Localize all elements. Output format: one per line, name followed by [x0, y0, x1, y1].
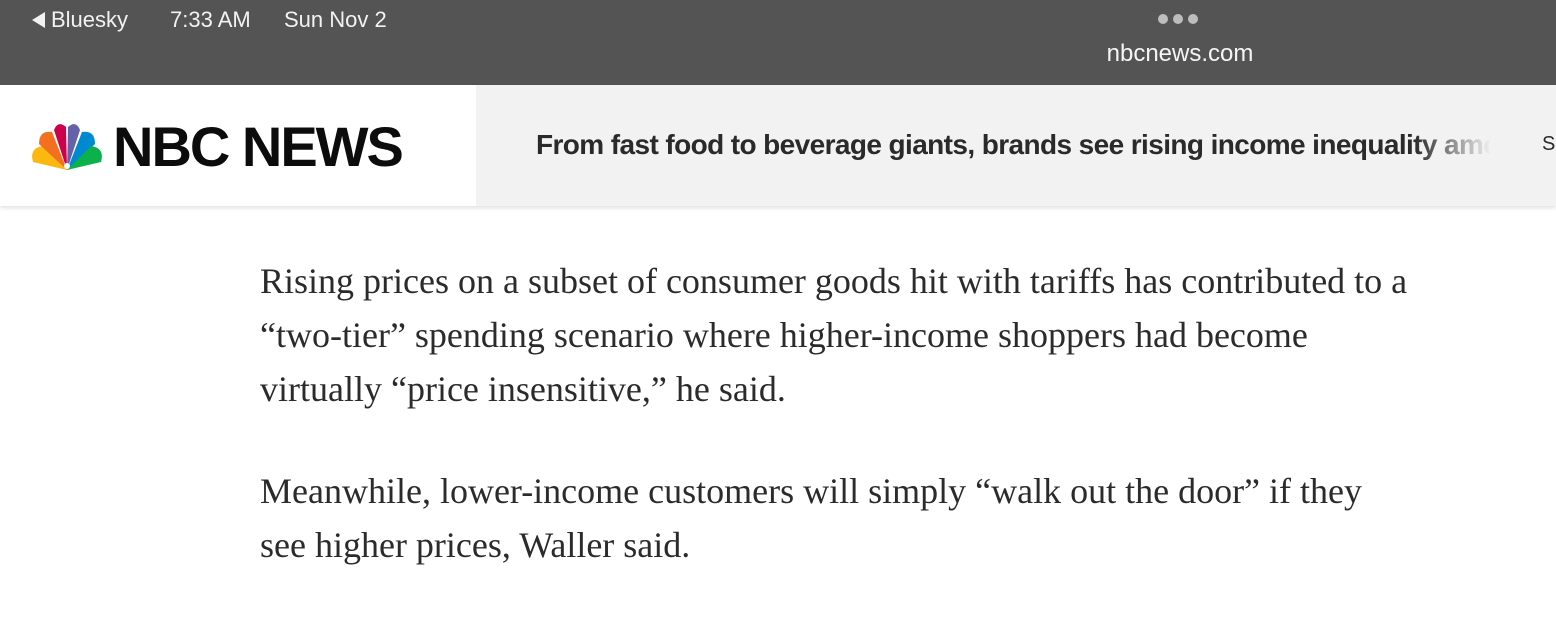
- more-dots-icon[interactable]: [1158, 14, 1198, 24]
- article-paragraph: Meanwhile, lower-income customers will s…: [260, 471, 1363, 565]
- headline-ticker[interactable]: From fast food to beverage giants, brand…: [476, 85, 1556, 206]
- status-time: 7:33 AM: [170, 7, 251, 32]
- article-paragraph: Rising prices on a subset of consumer go…: [260, 261, 1408, 409]
- article-body: Rising prices on a subset of consumer go…: [260, 254, 1410, 620]
- logo-wordmark: NBC NEWS: [113, 115, 404, 178]
- back-triangle-icon: [32, 12, 45, 28]
- address-bar-url[interactable]: nbcnews.com: [1106, 40, 1254, 67]
- site-header: NBC NEWS From fast food to beverage gian…: [0, 85, 1556, 206]
- nbc-news-logo[interactable]: NBC NEWS: [0, 85, 476, 206]
- nbc-peacock-icon: [32, 124, 102, 170]
- ticker-headline-link[interactable]: From fast food to beverage giants, brand…: [536, 129, 1491, 160]
- back-to-app-button[interactable]: Bluesky: [32, 7, 128, 33]
- ticker-next-headline[interactable]: S: [1542, 133, 1556, 155]
- browser-status-bar: Bluesky 7:33 AM Sun Nov 2 nbcnews.com: [0, 0, 1556, 85]
- status-date: Sun Nov 2: [284, 7, 387, 32]
- back-app-label: Bluesky: [51, 7, 129, 32]
